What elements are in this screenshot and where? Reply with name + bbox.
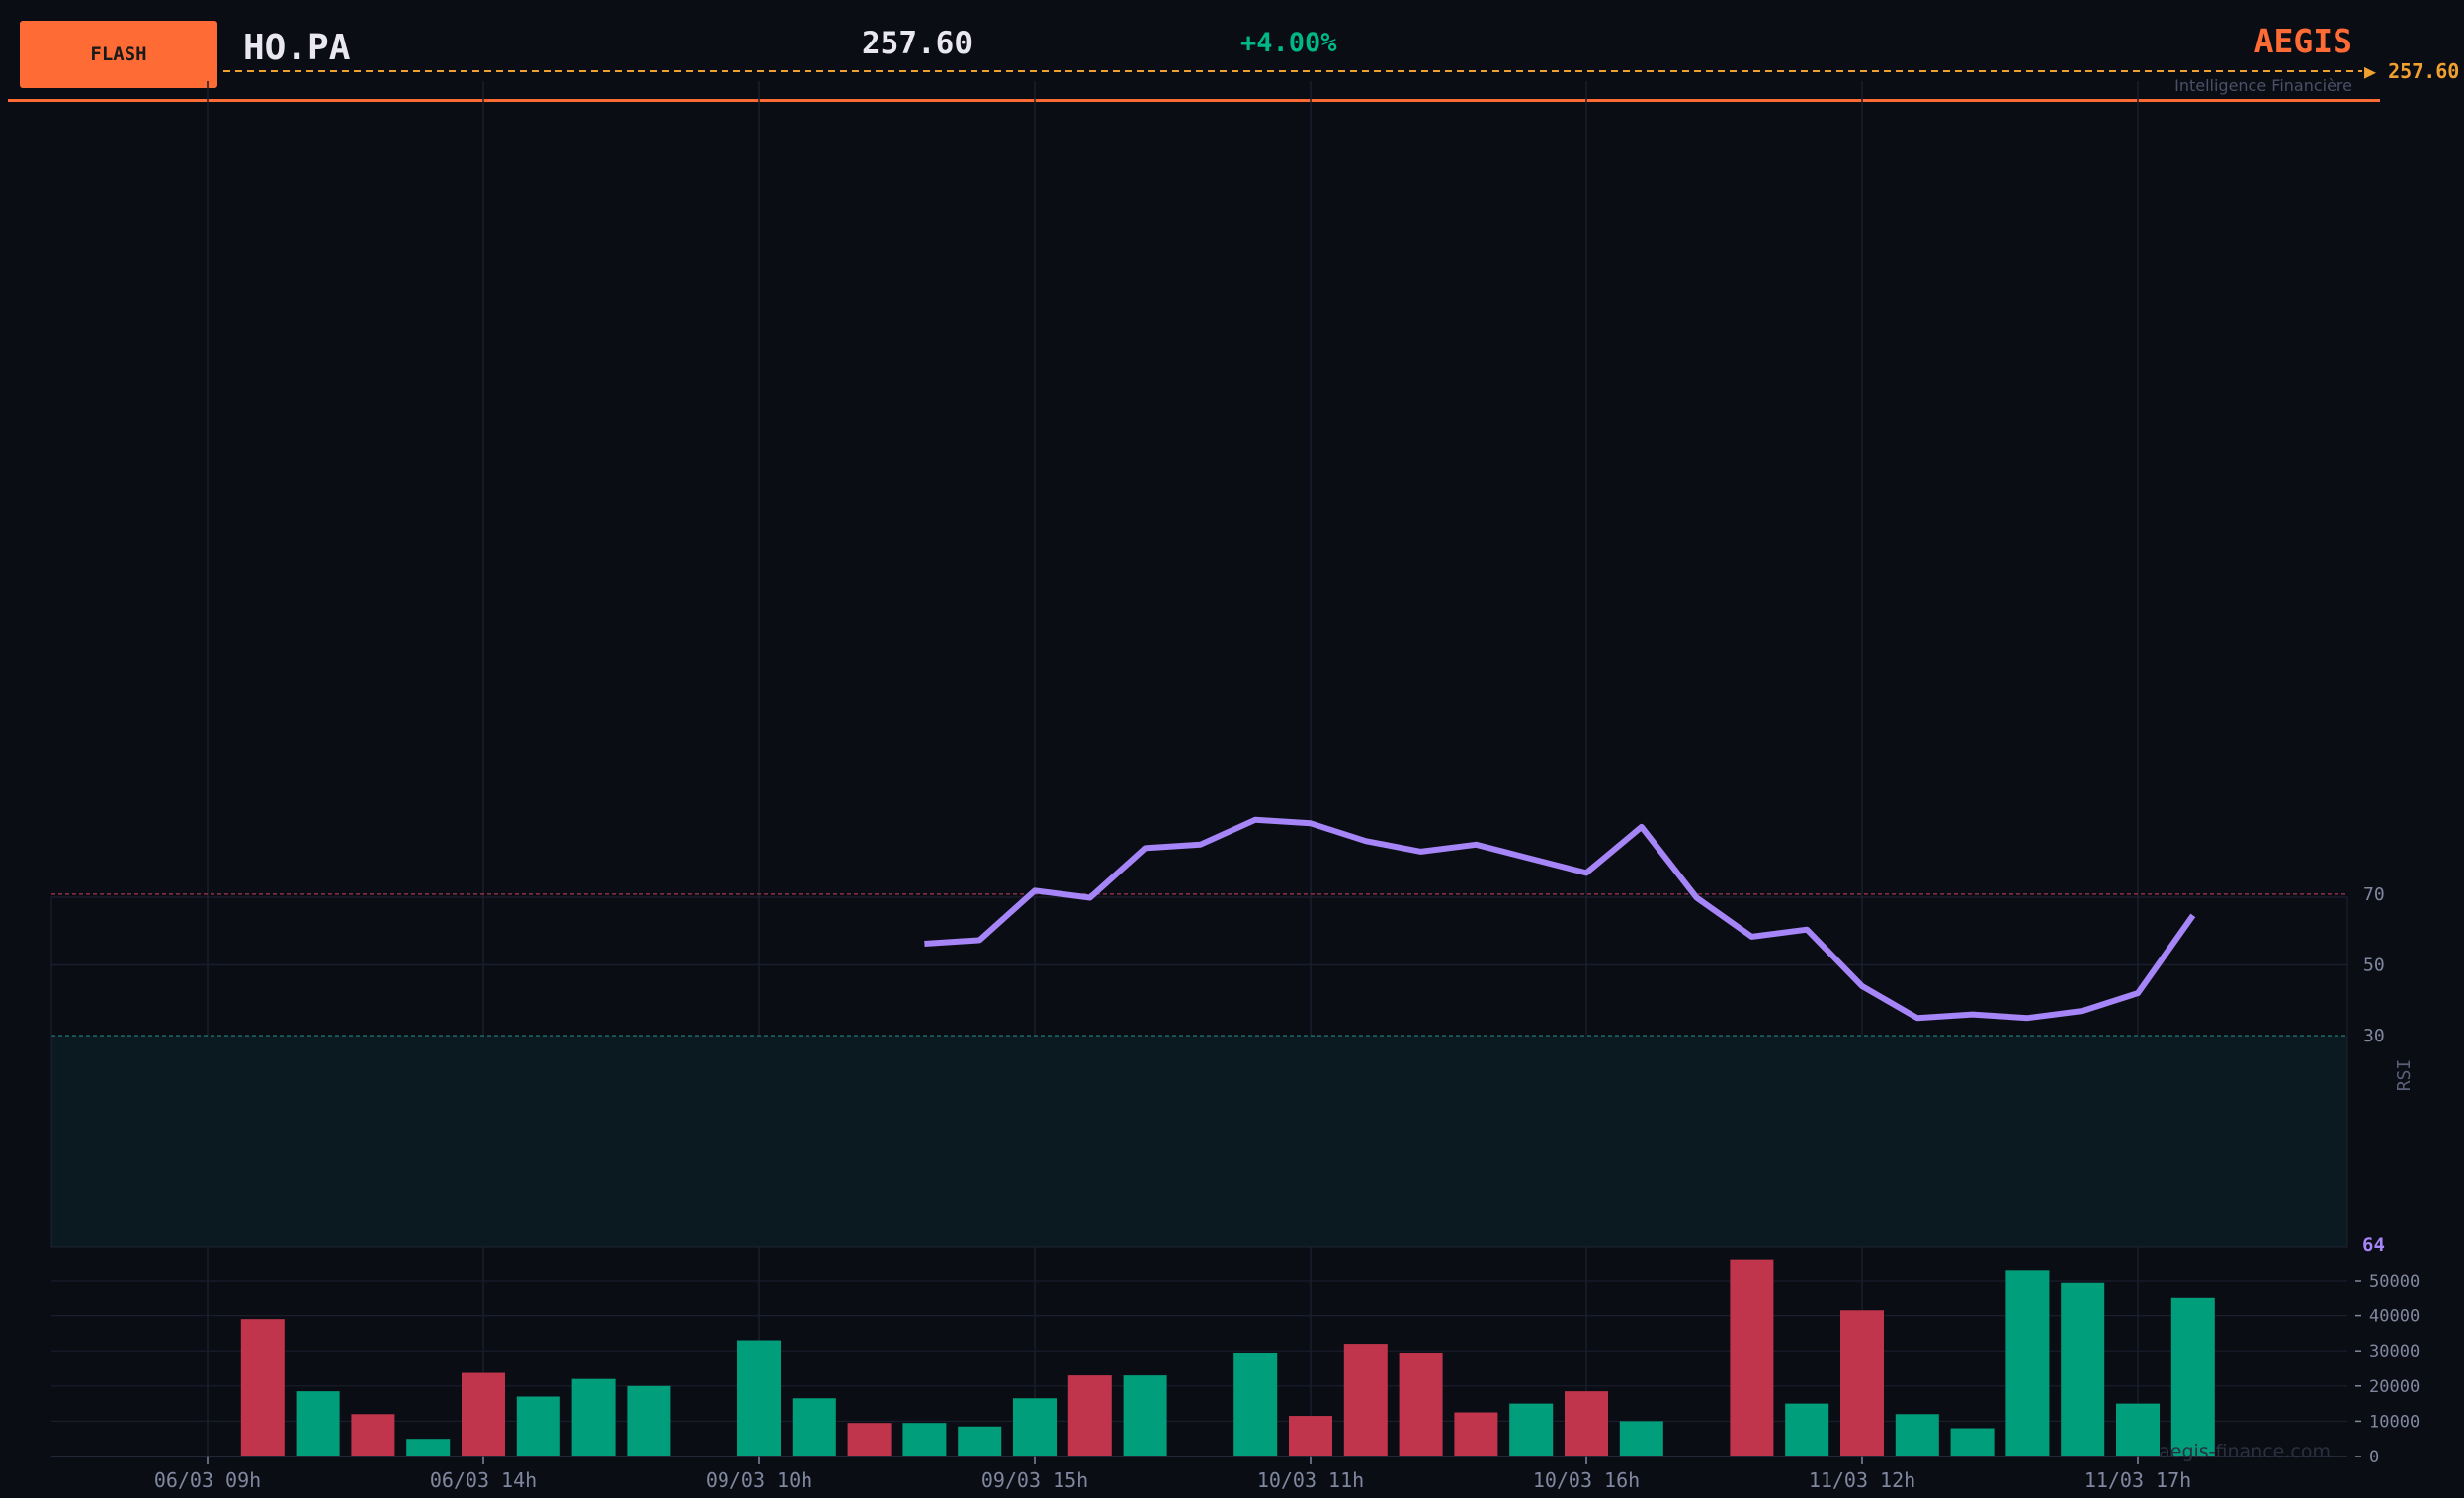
- x-axis-label: 10/03 16h: [1533, 1468, 1640, 1492]
- volume-bar: [571, 1378, 616, 1456]
- x-axis-label: 11/03 12h: [1809, 1468, 1915, 1492]
- current-price: 257.60: [862, 26, 973, 61]
- volume-axis-label: 40000: [2369, 1307, 2420, 1327]
- x-axis-label: 11/03 17h: [2084, 1468, 2191, 1492]
- x-axis-label: 09/03 10h: [706, 1468, 812, 1492]
- rsi-axis-label: 30: [2363, 1026, 2385, 1046]
- rsi-line: [924, 816, 2196, 1022]
- x-axis-label: 06/03 09h: [154, 1468, 261, 1492]
- volume-bar: [2005, 1270, 2050, 1456]
- volume-bar: [1950, 1428, 1995, 1456]
- rsi-frame: [50, 896, 2348, 1248]
- rsi-axis-label: 70: [2363, 884, 2385, 905]
- volume-bar: [1730, 1259, 1774, 1456]
- volume-bar: [351, 1414, 395, 1456]
- rsi-panel: [924, 816, 2196, 1022]
- volume-bar: [296, 1391, 340, 1456]
- volume-bar: [1233, 1352, 1278, 1456]
- volume-bar: [1289, 1416, 1332, 1456]
- volume-bar: [847, 1423, 892, 1456]
- volume-bar: [1123, 1375, 1167, 1456]
- volume-bar: [1399, 1352, 1443, 1456]
- volume-axis-label: 20000: [2369, 1377, 2420, 1397]
- ticker-symbol: HO.PA: [243, 28, 351, 68]
- brand-tagline: Intelligence Financière: [2174, 76, 2352, 95]
- volume-bar: [1840, 1310, 1884, 1456]
- volume-bar: [1013, 1398, 1057, 1456]
- rsi-zones: [50, 893, 2348, 1248]
- volume-bar: [2116, 1403, 2160, 1456]
- volume-bar: [462, 1372, 505, 1456]
- volume-bar: [1619, 1421, 1663, 1456]
- volume-bar: [1565, 1391, 1608, 1456]
- volume-axis-label: 50000: [2369, 1272, 2420, 1291]
- volume-bar: [1067, 1375, 1112, 1456]
- volume-bar: [958, 1426, 1002, 1456]
- x-axis-label: 10/03 11h: [1257, 1468, 1364, 1492]
- header-divider: [8, 99, 2380, 102]
- volume-bar: [627, 1385, 671, 1456]
- rsi-axis-label: 50: [2363, 956, 2385, 976]
- watermark: aegis-finance.com: [2159, 1441, 2331, 1462]
- rsi-axis-title: RSI: [2394, 1059, 2415, 1092]
- brand-logo: AEGIS: [2253, 22, 2352, 60]
- volume-panel: [240, 1259, 2215, 1456]
- volume-bar: [1785, 1403, 1829, 1456]
- volume-bar: [406, 1439, 451, 1456]
- price-change: +4.00%: [1240, 28, 1337, 58]
- volume-bar: [240, 1319, 285, 1456]
- rsi-oversold-zone: [51, 1036, 2347, 1247]
- volume-axis-label: 10000: [2369, 1412, 2420, 1432]
- volume-axis-label: 0: [2369, 1448, 2379, 1467]
- rsi-current-value: 64: [2362, 1234, 2385, 1256]
- axes: 235240245250▶ 257.60705030RSI64010000200…: [51, 59, 2459, 1492]
- volume-bar: [1895, 1414, 1939, 1456]
- x-axis-label: 06/03 14h: [430, 1468, 537, 1492]
- flash-badge: FLASH: [20, 21, 217, 88]
- volume-bar: [737, 1340, 781, 1456]
- volume-bar: [516, 1396, 560, 1456]
- volume-axis-label: 30000: [2369, 1342, 2420, 1362]
- volume-bar: [1343, 1344, 1388, 1456]
- volume-bar: [2170, 1297, 2215, 1456]
- volume-bar: [792, 1398, 836, 1456]
- x-axis-label: 09/03 15h: [981, 1468, 1088, 1492]
- volume-bar: [1454, 1412, 1498, 1456]
- volume-bar: [2061, 1282, 2105, 1456]
- volume-bar: [902, 1423, 947, 1456]
- last-price-label: ▶ 257.60: [2364, 59, 2459, 83]
- volume-bar: [1509, 1403, 1554, 1456]
